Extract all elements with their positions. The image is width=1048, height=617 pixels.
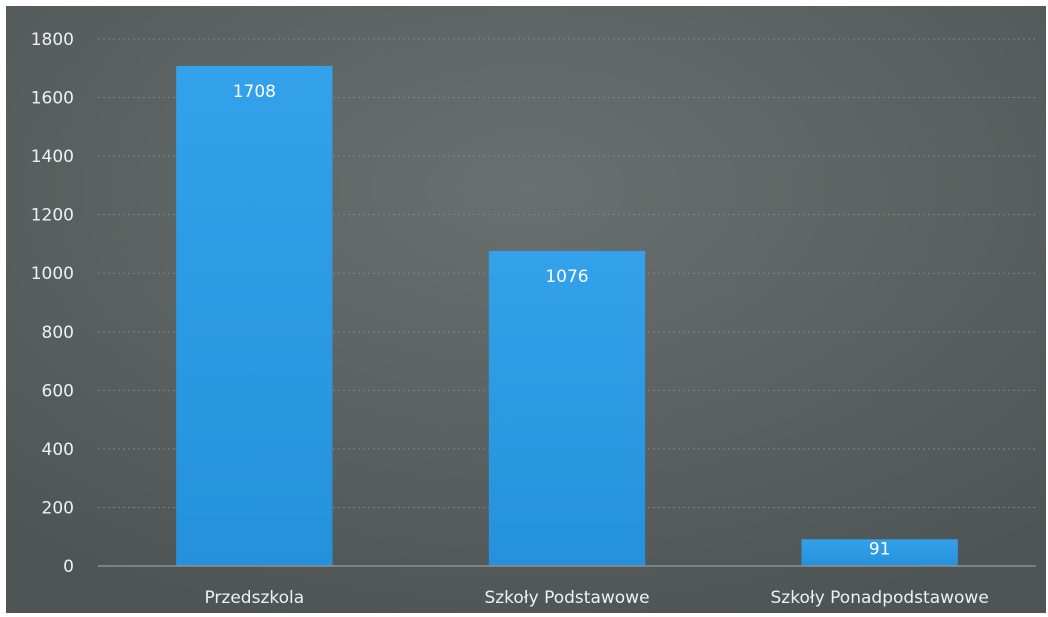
data-label: 1708	[233, 82, 276, 102]
y-tick-label: 600	[42, 381, 74, 401]
y-tick-label: 1400	[31, 147, 74, 167]
data-label: 91	[869, 539, 891, 559]
bar	[488, 250, 646, 566]
y-tick-label: 800	[42, 323, 74, 343]
y-tick-label: 400	[42, 440, 74, 460]
y-tick-label: 1600	[31, 89, 74, 109]
y-tick-label: 1200	[31, 206, 74, 226]
category-label: Szkoły Ponadpodstawowe	[771, 588, 989, 608]
y-tick-label: 200	[42, 498, 74, 518]
y-tick-label: 0	[63, 557, 74, 577]
category-labels: Przedszkola Szkoły Podstawowe Szkoły Ponad…	[204, 588, 988, 608]
bars	[176, 65, 958, 567]
y-tick-label: 1000	[31, 264, 74, 284]
data-labels: 1708 1076 91	[233, 82, 891, 559]
y-tick-label: 1800	[31, 30, 74, 50]
chart-area: 0 200 400 600 800 1000 1200 1400 1600 1800 1708 10…	[6, 6, 1046, 613]
data-label: 1076	[545, 267, 588, 287]
bar-chart: 0 200 400 600 800 1000 1200 1400 1600 1800 1708 10…	[6, 6, 1046, 613]
bar	[176, 65, 333, 567]
category-label: Szkoły Podstawowe	[484, 588, 649, 608]
category-label: Przedszkola	[204, 588, 304, 608]
y-axis-ticks: 0 200 400 600 800 1000 1200 1400 1600 1800	[31, 30, 74, 577]
bar	[801, 539, 958, 566]
